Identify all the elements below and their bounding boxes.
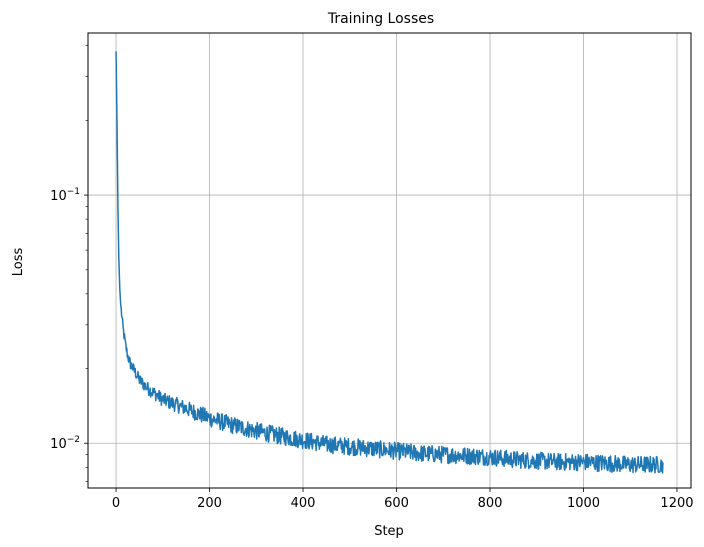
- loss-series-line: [115, 51, 664, 474]
- x-tick-label: 600: [384, 496, 409, 511]
- y-tick-label: 10−1: [50, 187, 80, 204]
- x-axis-label: Step: [374, 524, 404, 539]
- grid: [88, 33, 691, 488]
- x-tick-label: 1200: [660, 496, 693, 511]
- plot-frame: [87, 32, 692, 489]
- y-axis: 10−2 10−1: [50, 45, 88, 482]
- x-tick-label: 0: [112, 496, 120, 511]
- chart-title: Training Losses: [327, 11, 434, 27]
- x-axis: 0 200 400 600 800 1000 1200: [112, 488, 694, 511]
- x-tick-label: 1000: [567, 496, 600, 511]
- x-tick-label: 400: [291, 496, 316, 511]
- y-axis-label: Loss: [11, 248, 26, 277]
- x-tick-label: 800: [478, 496, 503, 511]
- series-layer: [115, 51, 664, 474]
- y-tick-label: 10−2: [50, 435, 80, 452]
- x-tick-label: 200: [197, 496, 222, 511]
